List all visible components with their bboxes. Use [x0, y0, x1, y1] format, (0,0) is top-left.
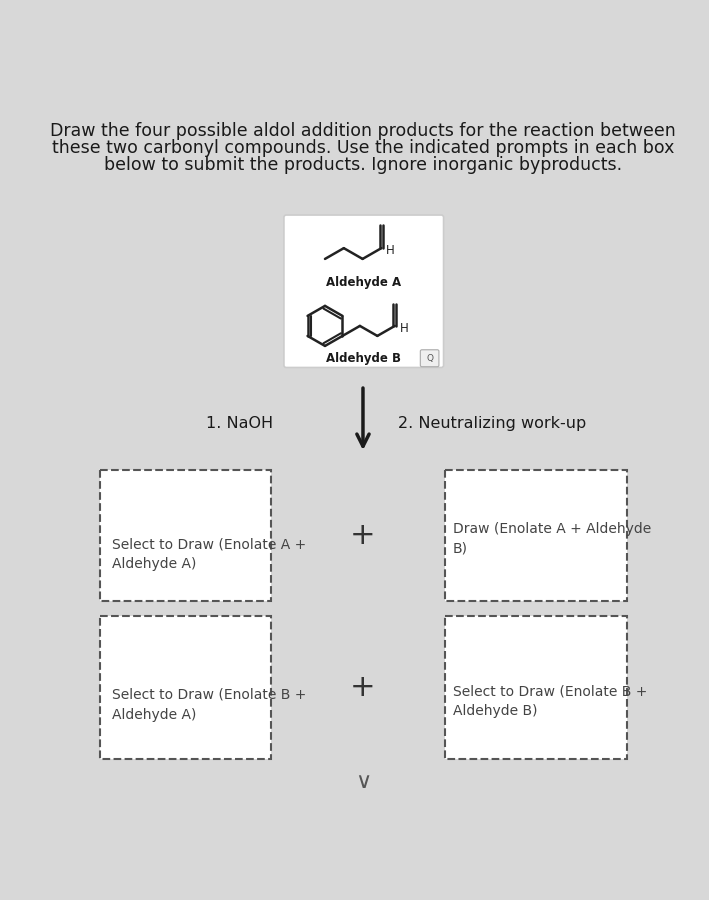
Text: Select to Draw (Enolate A +
Aldehyde A): Select to Draw (Enolate A + Aldehyde A): [112, 538, 306, 572]
Text: these two carbonyl compounds. Use the indicated prompts in each box: these two carbonyl compounds. Use the in…: [52, 139, 674, 157]
Text: +: +: [350, 521, 376, 550]
Bar: [445, 616, 627, 759]
Text: Q: Q: [426, 354, 433, 363]
Bar: [100, 616, 271, 759]
Text: Select to Draw (Enolate B +
Aldehyde A): Select to Draw (Enolate B + Aldehyde A): [112, 688, 306, 722]
Text: Aldehyde A: Aldehyde A: [326, 276, 401, 289]
Text: H: H: [386, 244, 395, 257]
Text: 1. NaOH: 1. NaOH: [206, 416, 273, 431]
Text: below to submit the products. Ignore inorganic byproducts.: below to submit the products. Ignore ino…: [104, 156, 622, 174]
Text: H: H: [399, 321, 408, 335]
Text: Draw (Enolate A + Aldehyde
B): Draw (Enolate A + Aldehyde B): [453, 522, 651, 556]
Text: Aldehyde B: Aldehyde B: [326, 352, 401, 365]
Text: Select to Draw (Enolate B +
Aldehyde B): Select to Draw (Enolate B + Aldehyde B): [453, 684, 647, 717]
FancyBboxPatch shape: [420, 350, 439, 366]
FancyBboxPatch shape: [284, 215, 444, 367]
Text: 2. Neutralizing work-up: 2. Neutralizing work-up: [398, 416, 586, 431]
Text: Draw the four possible aldol addition products for the reaction between: Draw the four possible aldol addition pr…: [50, 122, 676, 140]
Bar: [100, 470, 271, 601]
Text: ∨: ∨: [354, 772, 371, 792]
Text: +: +: [350, 672, 376, 701]
Bar: [445, 470, 627, 601]
